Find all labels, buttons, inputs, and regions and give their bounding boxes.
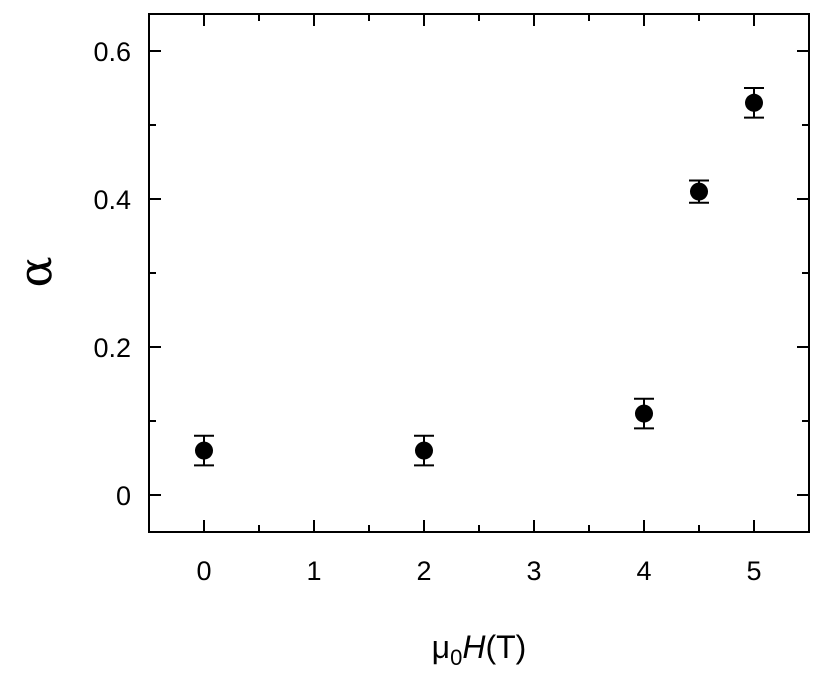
data-point — [414, 434, 434, 467]
point-marker — [195, 441, 213, 460]
x-axis-label: μ0H(T) — [432, 629, 527, 670]
point-marker — [635, 404, 653, 423]
y-axis-tick-labels: 0 0.2 0.4 0.6 — [93, 37, 131, 511]
plot-frame — [148, 13, 810, 533]
x-axis-tick-labels: 0 1 2 3 4 5 — [196, 556, 761, 586]
point-marker — [690, 182, 708, 201]
y-tick-label: 0.6 — [93, 37, 131, 67]
x-axis-ticks — [148, 14, 810, 532]
data-point — [634, 397, 654, 430]
x-tick-label: 3 — [526, 556, 541, 586]
x-tick-label: 2 — [416, 556, 431, 586]
x-tick-label: 0 — [196, 556, 211, 586]
point-marker — [745, 93, 763, 112]
data-point — [744, 87, 764, 119]
data-point — [194, 434, 214, 467]
point-marker — [415, 441, 433, 460]
y-axis-label: α — [8, 256, 62, 287]
data-point — [689, 179, 709, 204]
y-tick-label: 0.2 — [93, 333, 131, 363]
y-tick-label: 0.4 — [93, 185, 131, 215]
data-points — [194, 87, 764, 467]
y-axis-ticks — [149, 50, 809, 496]
x-tick-label: 5 — [746, 556, 761, 586]
y-tick-label: 0 — [116, 481, 131, 511]
x-tick-label: 4 — [636, 556, 651, 586]
x-tick-label: 1 — [306, 556, 321, 586]
